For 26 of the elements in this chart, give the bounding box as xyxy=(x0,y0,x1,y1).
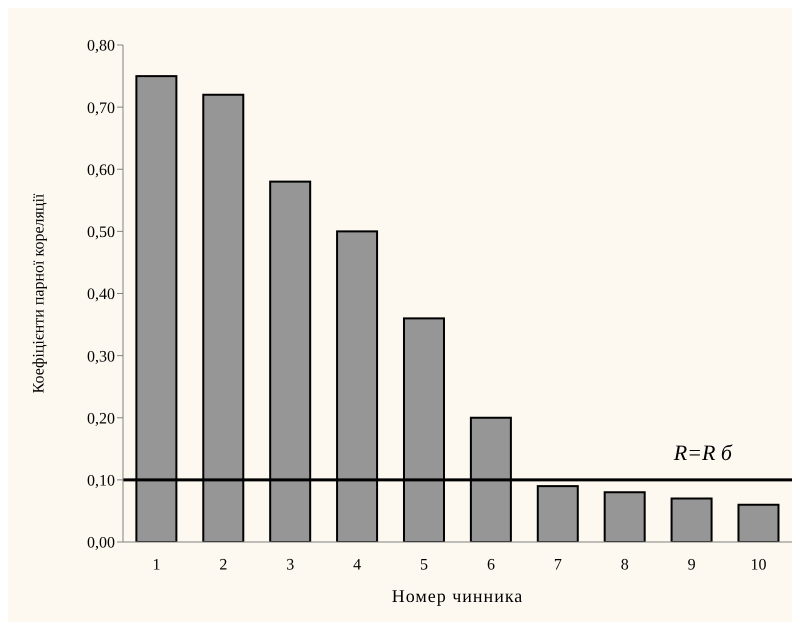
y-tick-label: 0,40 xyxy=(87,286,115,304)
bar xyxy=(604,491,646,542)
y-tick-label: 0,70 xyxy=(87,100,115,117)
y-axis-title: Коефіцієнти парної кореляції xyxy=(30,193,48,394)
x-tick-label: 3 xyxy=(286,556,294,574)
y-tick-label: 0,50 xyxy=(87,224,115,242)
x-tick-label: 9 xyxy=(688,556,696,574)
y-tick-label: 0,80 xyxy=(87,38,115,55)
x-tick-label: 10 xyxy=(750,556,767,574)
x-tick-label: 5 xyxy=(420,556,428,574)
x-tick-label: 7 xyxy=(554,556,562,574)
x-tick-label: 1 xyxy=(152,556,160,574)
ref-line-label: R=R б xyxy=(672,440,733,465)
y-tick-label: 0,60 xyxy=(87,162,115,179)
x-tick-label: 4 xyxy=(353,556,362,574)
bar xyxy=(670,498,713,542)
bar xyxy=(536,485,579,542)
x-tick-label: 2 xyxy=(219,556,228,574)
x-axis-title: Номер чинника xyxy=(392,586,524,606)
y-tick-label: 0,30 xyxy=(87,348,115,366)
y-tick-label: 0,10 xyxy=(87,472,115,490)
y-tick-label: 0,00 xyxy=(87,534,115,552)
x-tick-label: 8 xyxy=(620,556,629,574)
bar xyxy=(737,504,780,542)
y-tick-label: 0,20 xyxy=(87,410,115,428)
x-tick-label: 6 xyxy=(486,556,495,574)
